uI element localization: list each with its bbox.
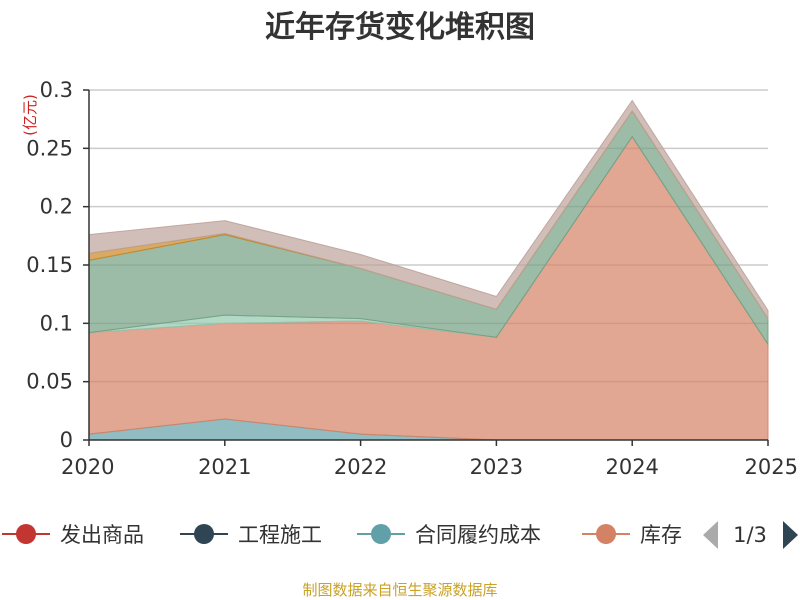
y-tick-label: 0.1 xyxy=(40,311,73,335)
x-tick-label: 2024 xyxy=(605,455,658,479)
x-tick-label: 2023 xyxy=(470,455,523,479)
legend-next-page-icon[interactable] xyxy=(783,521,798,549)
legend-item[interactable]: 库存 xyxy=(582,523,682,547)
legend-marker xyxy=(596,524,616,544)
legend-prev-page-icon[interactable] xyxy=(703,521,718,549)
x-tick-label: 2021 xyxy=(198,455,251,479)
x-tick-label: 2025 xyxy=(745,455,798,479)
x-tick-label: 2020 xyxy=(61,455,114,479)
legend-item[interactable]: 工程施工 xyxy=(180,523,322,547)
axes xyxy=(83,89,769,446)
legend-page-indicator: 1/3 xyxy=(733,523,767,547)
legend-marker xyxy=(194,524,214,544)
y-tick-labels: 0 0.05 0.1 0.15 0.2 0.25 0.3 xyxy=(26,78,73,452)
legend-label: 合同履约成本 xyxy=(415,523,541,547)
area-series xyxy=(88,99,769,441)
legend-label: 发出商品 xyxy=(60,523,144,547)
data-source-note: 制图数据来自恒生聚源数据库 xyxy=(302,581,497,599)
x-tick-label: 2022 xyxy=(334,455,387,479)
legend-label: 库存 xyxy=(640,523,682,547)
y-tick-label: 0.15 xyxy=(26,253,73,277)
y-tick-label: 0 xyxy=(60,428,73,452)
legend-pager: 1/3 xyxy=(703,521,798,549)
legend-label: 工程施工 xyxy=(238,523,322,547)
legend-marker xyxy=(16,524,36,544)
legend: 发出商品 工程施工 合同履约成本 库存 xyxy=(2,523,682,547)
area-series-unlabeled xyxy=(88,99,769,321)
y-axis-unit-label: (亿元) xyxy=(21,94,39,136)
y-tick-label: 0.05 xyxy=(26,370,73,394)
y-tick-label: 0.2 xyxy=(40,195,73,219)
legend-item[interactable]: 发出商品 xyxy=(2,523,144,547)
legend-item[interactable]: 合同履约成本 xyxy=(357,523,541,547)
y-tick-label: 0.25 xyxy=(26,136,73,160)
x-tick-labels: 2020 2021 2022 2023 2024 2025 xyxy=(61,455,798,479)
legend-marker xyxy=(371,524,391,544)
chart-title: 近年存货变化堆积图 xyxy=(265,10,535,45)
y-tick-label: 0.3 xyxy=(40,78,73,102)
